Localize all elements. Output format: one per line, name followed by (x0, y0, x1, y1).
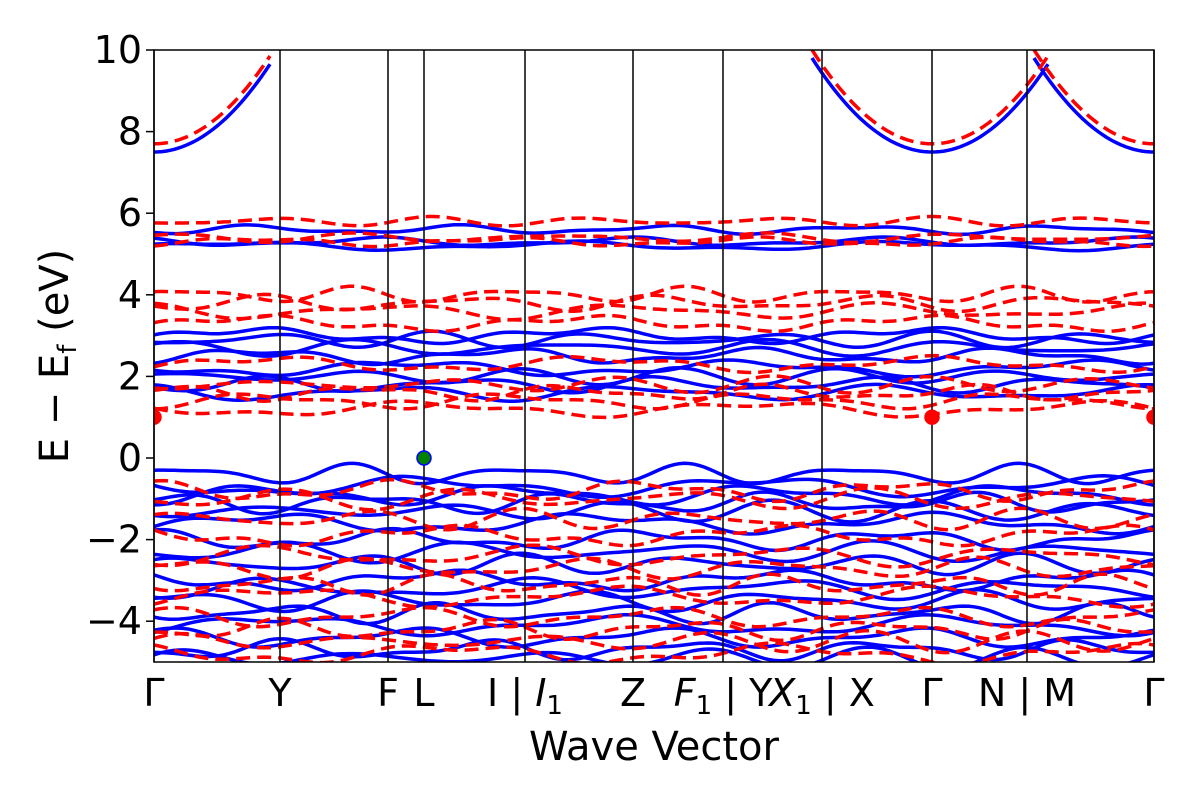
band-line-dashed (154, 214, 1154, 228)
band-line-dashed (154, 301, 1154, 322)
x-axis-label: Wave Vector (529, 724, 780, 770)
band-line-dashed (154, 584, 1154, 609)
band-line-dashed (154, 605, 1154, 629)
band-line-dashed (154, 382, 1154, 403)
plot-frame (153, 49, 1155, 663)
band-line-dashed (154, 284, 1154, 304)
x-tick-label: F (377, 671, 399, 715)
band-line-dashed (154, 353, 1154, 375)
band-line-dashed (154, 616, 1154, 643)
band-line-solid (154, 461, 1154, 486)
band-line-solid (154, 329, 1154, 350)
y-tick-label: 0 (118, 436, 142, 480)
band-line-solid (154, 490, 1154, 516)
band-line-dashed (154, 506, 1154, 532)
band-line-dashed (154, 572, 1154, 597)
x-tick-label: X1 | X (767, 671, 875, 721)
x-tick-label: Γ (1143, 671, 1164, 715)
y-tick-label: −4 (86, 599, 142, 643)
cbm-marker (924, 409, 940, 425)
band-line-dashed (154, 523, 1154, 548)
band-line-solid (154, 358, 1154, 379)
x-tick-label: L (413, 671, 434, 715)
x-tick-label: F1 | Y (674, 671, 773, 721)
x-tick-label: Γ (921, 671, 942, 715)
y-axis-label-main: E − E (32, 354, 78, 464)
y-tick-label: 4 (118, 273, 142, 317)
cbm-marker (154, 409, 162, 425)
x-tick-label: I | I1 (487, 671, 563, 721)
band-line-solid (154, 235, 1154, 248)
band-line-solid (154, 222, 1154, 237)
y-tick-label: 10 (94, 28, 142, 72)
band-line-solid (154, 510, 1154, 536)
band-line-solid (154, 568, 1154, 593)
y-axis-label-sub: f (53, 344, 83, 354)
x-tick-label: Γ (143, 671, 164, 715)
y-tick-label: 8 (118, 110, 142, 154)
band-line-dashed (154, 629, 1154, 655)
band-edge-markers (154, 409, 1154, 466)
y-axis-label-unit: (eV) (32, 249, 78, 345)
band-line-solid (154, 645, 1154, 662)
x-tick-label: Y (267, 671, 292, 715)
conduction-band (154, 50, 1154, 146)
y-tick-label: −2 (86, 518, 142, 562)
band-line-dashed (154, 374, 1154, 395)
y-tick-label: 6 (118, 191, 142, 235)
conduction-band (154, 57, 1154, 154)
band-line-solid (154, 526, 1154, 553)
y-axis-ticks: −4 −2 0 2 4 6 8 10 (86, 28, 154, 643)
band-line-dashed (154, 641, 1154, 662)
band-line-dashed (154, 392, 1154, 411)
band-line-solid (154, 551, 1154, 577)
band-line-dashed (154, 543, 1154, 569)
band-line-dashed (154, 486, 1154, 512)
band-lines (154, 50, 1154, 662)
vbm-marker (416, 450, 432, 466)
band-line-solid (154, 325, 1154, 346)
y-axis-label: E − Ef (eV) (32, 249, 83, 464)
band-line-dashed (154, 292, 1154, 314)
cbm-marker (1146, 409, 1154, 425)
band-line-dashed (154, 555, 1154, 581)
y-tick-label: 2 (118, 354, 142, 398)
x-tick-label: Z (620, 671, 646, 715)
x-tick-label: N | M (978, 671, 1076, 716)
band-line-dashed (154, 313, 1154, 334)
